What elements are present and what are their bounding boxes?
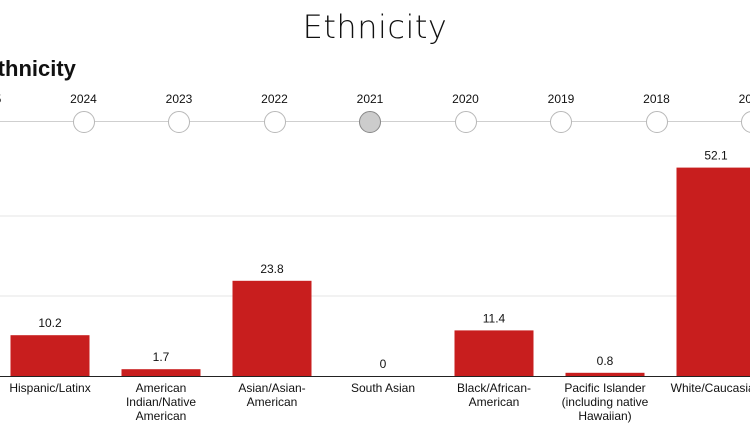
- category-label-2: Asian/Asian-American: [238, 381, 306, 409]
- chart-title-text: Ethnicity: [0, 56, 76, 81]
- chart-title: Ethnicity: [0, 56, 76, 82]
- year-label-2021[interactable]: 2021: [356, 92, 384, 106]
- bar-value-label-4: 11.4: [483, 311, 506, 325]
- year-marker-2018[interactable]: [645, 111, 668, 133]
- bar-1[interactable]: [121, 369, 201, 376]
- bar-value-label-1: 1.7: [153, 350, 170, 364]
- year-marker-2020[interactable]: [454, 111, 477, 133]
- category-label-3: South Asian: [350, 381, 416, 395]
- year-label-2020[interactable]: 2020: [452, 92, 479, 106]
- year-marker-2022[interactable]: [263, 111, 286, 133]
- bar-6[interactable]: [676, 167, 750, 376]
- bar-value-label-0: 10.2: [38, 316, 62, 330]
- year-label-2017[interactable]: 2017: [738, 92, 750, 106]
- bar-value-label-3: 0: [380, 357, 387, 371]
- bar-0[interactable]: [10, 335, 90, 376]
- bar-5[interactable]: [565, 372, 645, 376]
- year-marker-2024[interactable]: [72, 111, 95, 133]
- bar-value-label-6: 52.1: [704, 149, 728, 163]
- bar-4[interactable]: [454, 330, 534, 376]
- year-label-2023[interactable]: 2023: [165, 92, 193, 106]
- year-marker-2019[interactable]: [550, 111, 572, 133]
- category-label-1: American Indian/Native American: [125, 381, 197, 423]
- year-label-2019[interactable]: 2019: [547, 92, 575, 106]
- bar-value-label-5: 0.8: [597, 354, 614, 368]
- category-label-4: Black/African-American: [456, 381, 532, 409]
- bar-2[interactable]: [232, 280, 312, 376]
- category-label-5: Pacific Islander (including native Hawai…: [561, 381, 649, 423]
- bar-value-label-2: 23.8: [260, 262, 284, 276]
- year-label-2022[interactable]: 2022: [261, 92, 288, 106]
- year-label-2024[interactable]: 2024: [70, 92, 97, 106]
- year-marker-2023[interactable]: [168, 111, 190, 133]
- category-label-6: White/Caucasian: [670, 381, 750, 395]
- category-label-0: Hispanic/Latinx: [9, 381, 91, 395]
- page-title: Ethnicity: [302, 8, 448, 46]
- year-marker-2021[interactable]: [359, 111, 381, 133]
- year-label-2025[interactable]: 2025: [0, 92, 18, 106]
- year-label-2018[interactable]: 2018: [643, 92, 670, 106]
